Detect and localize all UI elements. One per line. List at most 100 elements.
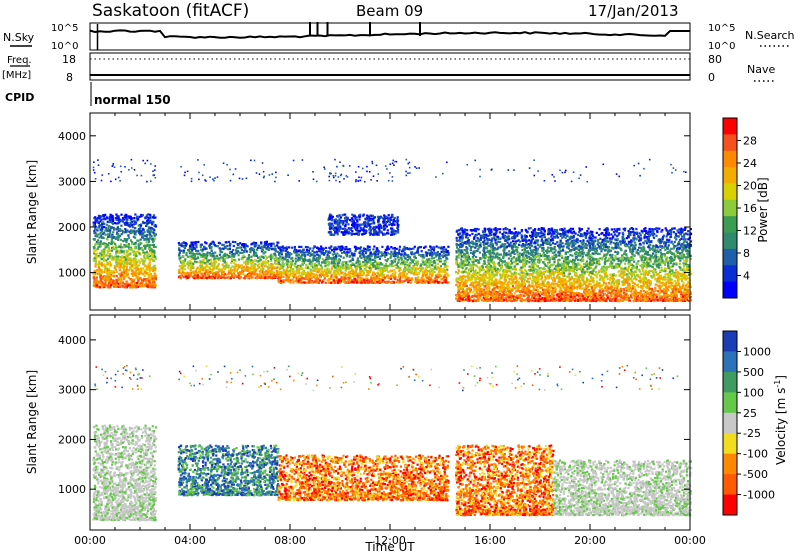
scatter-cell	[368, 248, 371, 251]
scatter-cell	[415, 267, 418, 270]
scatter-cell	[275, 262, 278, 265]
scatter-cell	[201, 262, 204, 265]
scatter-cell	[150, 230, 153, 233]
scatter-cell	[144, 162, 146, 165]
scatter-cell	[108, 255, 111, 258]
scatter-cell	[214, 260, 217, 263]
scatter-cell	[93, 248, 96, 252]
scatter-cell	[147, 267, 150, 270]
station-title: Saskatoon (fitACF)	[92, 1, 249, 21]
scatter-cell	[296, 270, 299, 273]
scatter-cell	[372, 175, 375, 177]
scatter-cell	[148, 284, 152, 287]
scatter-cell	[190, 264, 193, 267]
scatter-cell	[112, 270, 115, 273]
scatter-cell	[148, 280, 151, 283]
scatter-cell	[429, 261, 432, 265]
scatter-cell	[386, 274, 389, 277]
scatter-cell	[148, 270, 151, 273]
scatter-cell	[383, 214, 386, 217]
scatter-cell	[104, 229, 107, 232]
scatter-cell	[381, 271, 384, 274]
scatter-cell	[117, 215, 120, 218]
scatter-cell	[341, 223, 344, 226]
scatter-cell	[271, 247, 274, 250]
scatter-cell	[256, 272, 259, 276]
scatter-cell	[333, 228, 336, 231]
scatter-cell	[108, 233, 111, 236]
scatter-cell	[444, 281, 447, 284]
scatter-cell	[266, 276, 269, 279]
scatter-cell	[427, 269, 431, 272]
scatter-cell	[112, 279, 115, 282]
scatter-cell	[145, 237, 148, 240]
scatter-cell	[374, 256, 377, 259]
scatter-cell	[119, 228, 122, 231]
scatter-cell	[202, 245, 206, 248]
scatter-cell	[99, 276, 102, 279]
scatter-cell	[344, 248, 347, 251]
scatter-cell	[306, 271, 309, 274]
scatter-cell	[240, 264, 243, 267]
scatter-cell	[310, 281, 313, 284]
scatter-cell	[328, 175, 330, 178]
scatter-cell	[264, 270, 267, 273]
scatter-cell	[499, 228, 502, 231]
scatter-cell	[113, 279, 116, 283]
scatter-cell	[398, 267, 401, 270]
scatter-cell	[226, 255, 229, 259]
scatter-cell	[120, 219, 123, 222]
scatter-cell	[273, 252, 276, 255]
scatter-cell	[133, 260, 136, 263]
scatter-cell	[345, 255, 348, 258]
scatter-cell	[96, 263, 99, 266]
scatter-cell	[241, 243, 244, 246]
scatter-cell	[150, 275, 153, 278]
scatter-cell	[589, 246, 592, 249]
scatter-cell	[228, 252, 232, 255]
scatter-cell	[212, 254, 215, 257]
scatter-cell	[197, 240, 200, 244]
scatter-cell	[128, 230, 131, 233]
scatter-cell	[240, 248, 243, 251]
scatter-cell	[379, 230, 382, 233]
scatter-cell	[99, 244, 102, 247]
scatter-cell	[362, 255, 365, 258]
scatter-cell	[114, 178, 117, 181]
scatter-cell	[100, 179, 103, 182]
scatter-cell	[143, 283, 147, 286]
scatter-cell	[103, 265, 106, 268]
scatter-cell	[229, 269, 232, 272]
scatter-cell	[131, 265, 134, 268]
scatter-cell	[411, 268, 414, 271]
scatter-cell	[153, 234, 156, 237]
scatter-cell	[153, 254, 156, 257]
scatter-cell	[112, 162, 115, 165]
scatter-cell	[245, 250, 249, 253]
scatter-cell	[133, 219, 136, 222]
scatter-cell	[356, 275, 359, 278]
scatter-cell	[124, 228, 127, 231]
scatter-cell	[371, 227, 375, 230]
scatter-cell	[356, 259, 359, 263]
scatter-cell	[93, 280, 96, 284]
scatter-cell	[181, 241, 184, 245]
scatter-cell	[122, 263, 125, 266]
scatter-cell	[94, 244, 97, 247]
scatter-cell	[131, 242, 134, 245]
scatter-cell	[303, 254, 306, 258]
scatter-cell	[137, 239, 140, 242]
scatter-cell	[262, 273, 265, 276]
scatter-cell	[344, 225, 347, 228]
scatter-cell	[130, 272, 133, 275]
scatter-cell	[237, 258, 241, 261]
scatter-cell	[235, 251, 238, 254]
scatter-cell	[231, 274, 234, 277]
scatter-cell	[227, 264, 230, 267]
scatter-cell	[267, 270, 270, 273]
scatter-cell	[110, 227, 113, 230]
scatter-cell	[152, 239, 155, 243]
scatter-cell	[199, 264, 202, 267]
scatter-cell	[332, 233, 335, 236]
scatter-cell	[118, 284, 121, 287]
